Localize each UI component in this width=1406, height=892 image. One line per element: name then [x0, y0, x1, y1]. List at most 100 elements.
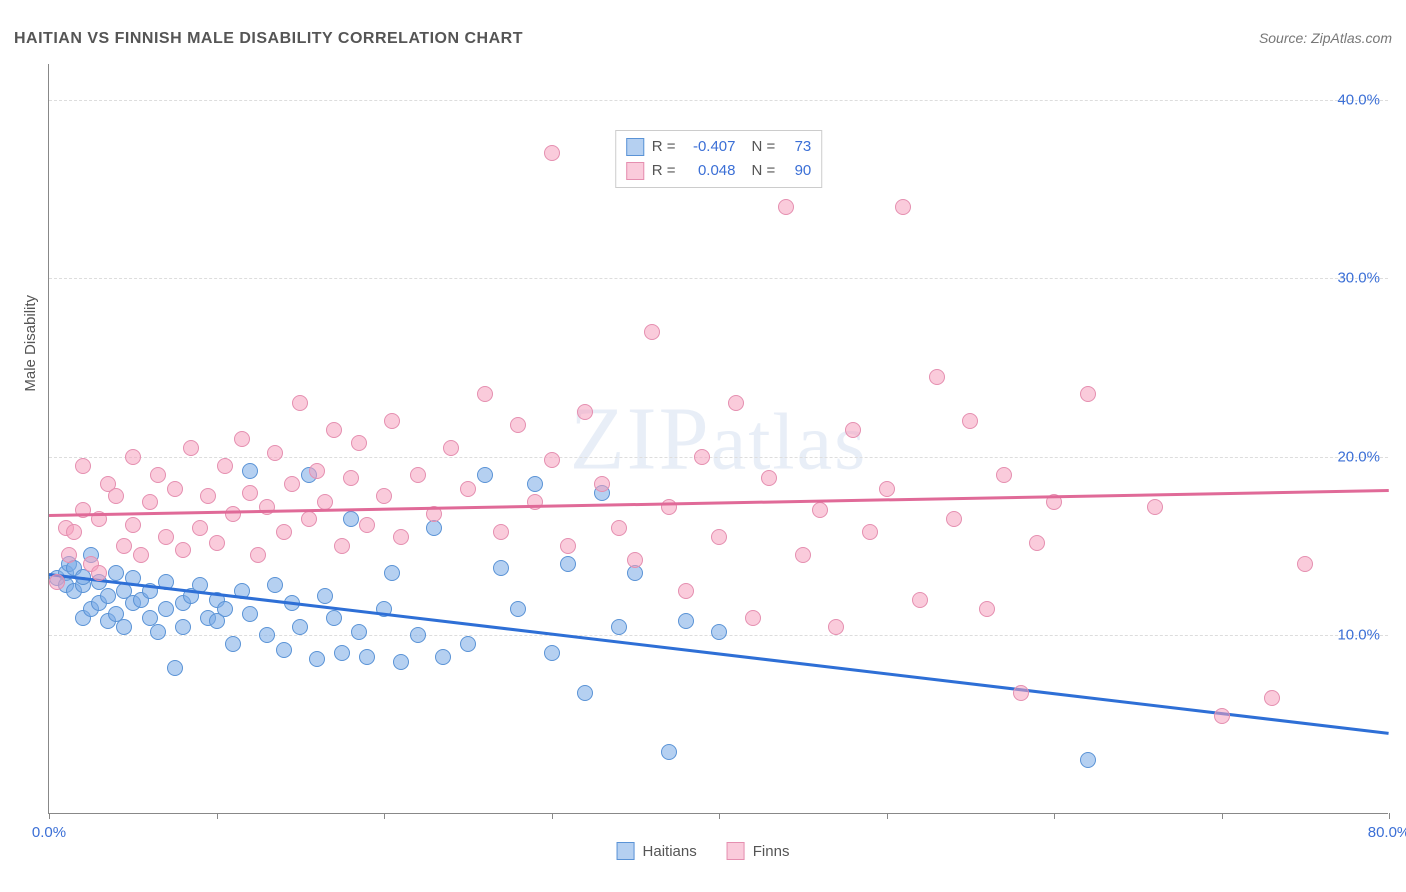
source-attribution: Source: ZipAtlas.com	[1259, 30, 1392, 46]
scatter-point	[108, 488, 124, 504]
scatter-point	[242, 463, 258, 479]
scatter-point	[267, 577, 283, 593]
scatter-point	[384, 413, 400, 429]
scatter-point	[477, 386, 493, 402]
scatter-point	[627, 552, 643, 568]
x-tick	[719, 813, 720, 819]
scatter-point	[242, 606, 258, 622]
scatter-point	[661, 499, 677, 515]
watermark-text: ZIPatlas	[570, 387, 868, 490]
scatter-point	[108, 565, 124, 581]
scatter-point	[644, 324, 660, 340]
scatter-point	[711, 529, 727, 545]
scatter-point	[493, 524, 509, 540]
y-axis-label: Male Disability	[22, 295, 39, 392]
y-tick-label: 10.0%	[1325, 627, 1380, 644]
scatter-point	[183, 440, 199, 456]
scatter-point	[250, 547, 266, 563]
scatter-point	[460, 636, 476, 652]
x-tick	[217, 813, 218, 819]
scatter-point	[577, 685, 593, 701]
scatter-point	[192, 520, 208, 536]
scatter-point	[996, 467, 1012, 483]
scatter-point	[979, 601, 995, 617]
scatter-point	[158, 601, 174, 617]
y-tick-label: 30.0%	[1325, 270, 1380, 287]
scatter-point	[1029, 535, 1045, 551]
scatter-point	[234, 431, 250, 447]
scatter-point	[150, 624, 166, 640]
x-tick	[384, 813, 385, 819]
scatter-point	[66, 524, 82, 540]
scatter-point	[435, 649, 451, 665]
legend-item-finns: Finns	[727, 842, 790, 860]
scatter-point	[1080, 386, 1096, 402]
scatter-point	[133, 547, 149, 563]
swatch-finns	[626, 162, 644, 180]
scatter-point	[343, 470, 359, 486]
scatter-point	[560, 538, 576, 554]
scatter-point	[929, 369, 945, 385]
plot-area: ZIPatlas R = -0.407 N = 73 R = 0.048 N =…	[48, 64, 1388, 814]
n-value-haitians: 73	[783, 135, 811, 159]
scatter-point	[544, 145, 560, 161]
scatter-point	[477, 467, 493, 483]
x-tick-label: 80.0%	[1368, 824, 1406, 841]
scatter-point	[661, 744, 677, 760]
n-value-finns: 90	[783, 159, 811, 183]
scatter-point	[1080, 752, 1096, 768]
scatter-point	[1214, 708, 1230, 724]
scatter-point	[845, 422, 861, 438]
scatter-point	[1297, 556, 1313, 572]
scatter-point	[116, 619, 132, 635]
r-value-haitians: -0.407	[684, 135, 736, 159]
scatter-point	[510, 601, 526, 617]
x-tick	[1222, 813, 1223, 819]
scatter-point	[91, 565, 107, 581]
scatter-point	[49, 574, 65, 590]
scatter-point	[544, 645, 560, 661]
scatter-point	[544, 452, 560, 468]
swatch-haitians	[626, 138, 644, 156]
scatter-point	[745, 610, 761, 626]
scatter-point	[393, 529, 409, 545]
swatch-haitians	[617, 842, 635, 860]
x-tick	[1054, 813, 1055, 819]
chart-container: HAITIAN VS FINNISH MALE DISABILITY CORRE…	[0, 0, 1406, 892]
scatter-point	[326, 610, 342, 626]
gridline	[49, 278, 1388, 279]
scatter-point	[225, 636, 241, 652]
scatter-point	[276, 524, 292, 540]
scatter-point	[778, 199, 794, 215]
x-tick	[887, 813, 888, 819]
scatter-point	[292, 619, 308, 635]
scatter-point	[209, 535, 225, 551]
scatter-point	[828, 619, 844, 635]
chart-title: HAITIAN VS FINNISH MALE DISABILITY CORRE…	[14, 30, 523, 48]
scatter-point	[351, 624, 367, 640]
scatter-point	[879, 481, 895, 497]
scatter-point	[309, 463, 325, 479]
r-value-finns: 0.048	[684, 159, 736, 183]
scatter-point	[100, 588, 116, 604]
scatter-point	[611, 619, 627, 635]
scatter-point	[334, 538, 350, 554]
scatter-point	[946, 511, 962, 527]
stats-legend-box: R = -0.407 N = 73 R = 0.048 N = 90	[615, 130, 823, 188]
scatter-point	[493, 560, 509, 576]
gridline	[49, 457, 1388, 458]
r-label: R =	[652, 135, 676, 159]
scatter-point	[527, 476, 543, 492]
scatter-point	[359, 517, 375, 533]
scatter-point	[611, 520, 627, 536]
scatter-point	[75, 458, 91, 474]
scatter-point	[225, 506, 241, 522]
scatter-point	[711, 624, 727, 640]
scatter-point	[678, 583, 694, 599]
scatter-point	[594, 476, 610, 492]
scatter-point	[309, 651, 325, 667]
scatter-point	[150, 467, 166, 483]
scatter-point	[912, 592, 928, 608]
scatter-point	[175, 542, 191, 558]
scatter-point	[317, 588, 333, 604]
